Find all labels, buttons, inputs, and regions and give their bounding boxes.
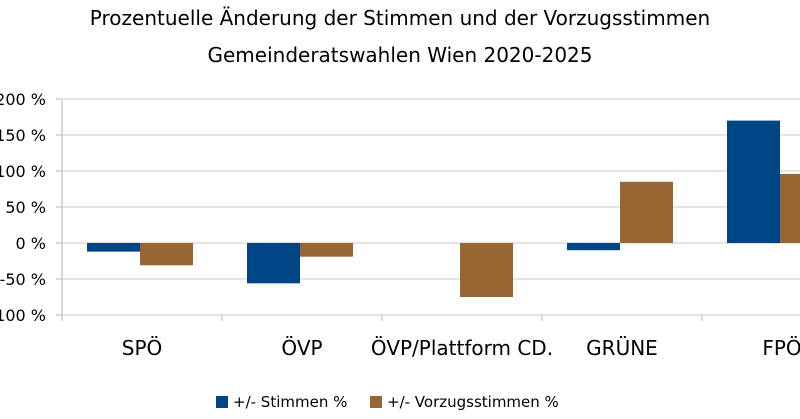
x-category-label: GRÜNE [586, 336, 658, 360]
x-category-label: ÖVP [281, 336, 322, 360]
bar-stimmen [567, 243, 620, 251]
x-category-label: ÖVP/Plattform CD. [371, 336, 553, 360]
y-tick-label: -100 % [0, 306, 46, 325]
legend-label-stimmen: +/- Stimmen % [233, 393, 348, 411]
bar-stimmen [247, 243, 300, 284]
legend-item-vorzugsstimmen: +/- Vorzugsstimmen % [370, 392, 559, 412]
y-tick-label: 200 % [0, 90, 46, 109]
y-tick-label: -50 % [0, 270, 46, 289]
bar-stimmen [87, 243, 140, 252]
y-tick-label: 0 % [16, 234, 46, 253]
bar-vorzugsstimmen [300, 243, 353, 257]
bar-vorzugsstimmen [140, 243, 193, 266]
y-tick-label: 150 % [0, 126, 46, 145]
legend-label-vorzugsstimmen: +/- Vorzugsstimmen % [387, 393, 559, 411]
bar-vorzugsstimmen [460, 243, 513, 297]
legend: +/- Stimmen % +/- Vorzugsstimmen % [0, 392, 800, 414]
chart-title: Prozentuelle Änderung der Stimmen und de… [89, 6, 711, 30]
x-category-label: FPÖ [762, 336, 800, 360]
legend-item-stimmen: +/- Stimmen % [216, 392, 347, 412]
y-tick-label: 100 % [0, 162, 46, 181]
bar-vorzugsstimmen [620, 181, 673, 243]
x-category-label: SPÖ [122, 336, 163, 360]
y-tick-label: 50 % [5, 198, 46, 217]
bar-vorzugsstimmen [780, 173, 800, 243]
chart-subtitle: Gemeinderatswahlen Wien 2020-2025 [207, 43, 593, 67]
legend-swatch-stimmen [216, 396, 228, 408]
bar-stimmen [727, 120, 780, 243]
legend-swatch-vorzugsstimmen [370, 396, 382, 408]
